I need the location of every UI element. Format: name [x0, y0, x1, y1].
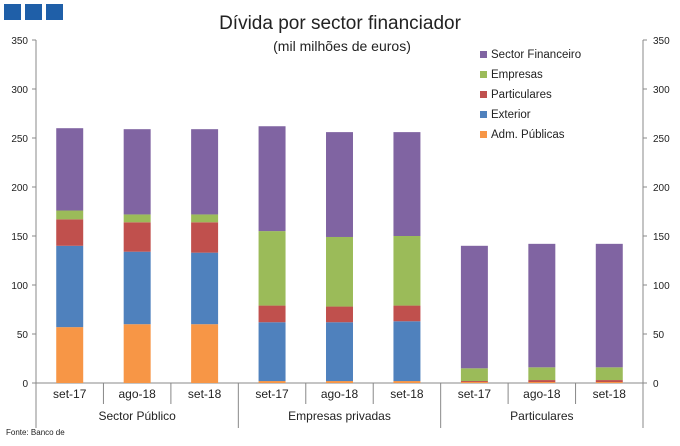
x-category-label: set-17	[53, 387, 87, 401]
y-tick-label-right: 50	[653, 330, 665, 341]
y-tick-label-left: 350	[11, 36, 28, 47]
legend-label: Exterior	[491, 109, 531, 121]
legend-label: Particulares	[491, 89, 552, 101]
bar-segment	[56, 128, 84, 211]
bar-segment	[56, 219, 84, 246]
x-axis-labels: set-17 ago-18 set-18 set-17 ago-18 set-18 set-…	[35, 383, 644, 428]
bar-segment	[528, 380, 556, 383]
bar-segment	[460, 368, 488, 382]
bar-segment	[460, 382, 488, 383]
bar-segment	[326, 381, 353, 383]
bar-segment	[326, 306, 353, 323]
bar-segment	[123, 251, 151, 325]
bar-segment	[258, 231, 286, 306]
x-category-label: set-18	[593, 387, 627, 401]
bar-segment	[595, 243, 623, 368]
y-tick-label-left: 200	[11, 183, 28, 194]
y-tick-label-right: 150	[653, 232, 670, 243]
bar-segment	[123, 214, 151, 223]
institution-logo-icon	[4, 4, 63, 20]
bar-segment	[258, 126, 286, 232]
x-category-label: set-18	[188, 387, 222, 401]
y-tick-label-right: 0	[653, 379, 659, 390]
y-tick-label-left: 150	[11, 232, 28, 243]
bar-segment	[123, 324, 151, 383]
x-category-label: set-17	[458, 387, 492, 401]
bar-segment	[460, 245, 488, 369]
y-tick-label-left: 0	[22, 379, 28, 390]
logo-square	[4, 4, 21, 20]
bar-segment	[595, 367, 623, 381]
y-tick-label-left: 300	[11, 85, 28, 96]
source-note: Fonte: Banco de	[6, 428, 65, 437]
legend-label: Sector Financeiro	[491, 49, 581, 61]
legend-label: Empresas	[491, 69, 543, 81]
bar-segment	[56, 210, 84, 220]
y-tick-label-right: 100	[653, 281, 670, 292]
bar-segment	[326, 132, 353, 237]
y-tick-label-left: 100	[11, 281, 28, 292]
bar-segment	[460, 381, 488, 383]
x-category-label: set-18	[390, 387, 424, 401]
bar-segment	[528, 367, 556, 381]
bar-segment	[191, 214, 219, 223]
chart-subtitle: (mil milhões de euros)	[273, 38, 411, 54]
bar-segment	[258, 305, 286, 323]
bar-segment	[326, 236, 353, 307]
logo-square	[25, 4, 42, 20]
bar-segment	[191, 324, 219, 383]
x-group-label: Empresas privadas	[288, 409, 391, 423]
bar-segment	[123, 222, 151, 252]
bar-segment	[595, 382, 623, 383]
bar-segment	[191, 252, 219, 325]
chart-legend: Sector Financeiro Empresas Particulares Ext…	[480, 49, 581, 141]
bar-segment	[326, 322, 353, 382]
bar-segment	[258, 381, 286, 383]
x-category-label: set-17	[255, 387, 289, 401]
bar-segment	[56, 327, 84, 383]
x-category-label: ago-18	[321, 387, 359, 401]
legend-swatch	[480, 51, 487, 58]
bar-segment	[191, 129, 219, 215]
bar-segment	[393, 132, 421, 236]
chart-axes: 0 0 50 50 100 100 150 150 200 200 250 250 300 300 350 3…	[11, 36, 670, 390]
bar-segment	[123, 129, 151, 215]
y-tick-label-left: 250	[11, 134, 28, 145]
bar-segment	[393, 305, 421, 322]
y-tick-label-right: 200	[653, 183, 670, 194]
logo-square	[46, 4, 63, 20]
x-group-label: Particulares	[510, 409, 573, 423]
legend-swatch	[480, 131, 487, 138]
bar-segment	[528, 243, 556, 368]
legend-swatch	[480, 111, 487, 118]
bar-segment	[528, 382, 556, 383]
chart-title: Dívida por sector financiador	[219, 13, 462, 34]
x-category-label: ago-18	[118, 387, 156, 401]
legend-swatch	[480, 71, 487, 78]
y-tick-label-right: 300	[653, 85, 670, 96]
y-tick-label-right: 350	[653, 36, 670, 47]
bar-segment	[393, 236, 421, 306]
chart-bars	[56, 126, 623, 383]
y-tick-label-left: 50	[17, 330, 29, 341]
y-tick-label-right: 250	[653, 134, 670, 145]
bar-segment	[191, 222, 219, 253]
legend-swatch	[480, 91, 487, 98]
bar-segment	[393, 381, 421, 383]
bar-segment	[56, 245, 84, 328]
bar-segment	[258, 322, 286, 382]
x-category-label: ago-18	[523, 387, 561, 401]
legend-label: Adm. Públicas	[491, 129, 565, 141]
bar-segment	[393, 321, 421, 382]
x-group-label: Sector Público	[98, 409, 176, 423]
bar-segment	[595, 380, 623, 383]
